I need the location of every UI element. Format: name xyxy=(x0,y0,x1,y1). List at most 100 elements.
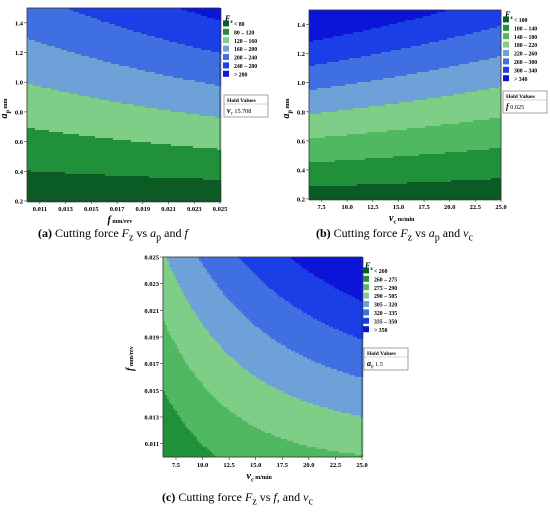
contour-cell xyxy=(165,30,167,32)
contour-cell xyxy=(153,26,155,28)
contour-cell xyxy=(83,24,85,26)
contour-cell xyxy=(161,16,163,18)
contour-cell xyxy=(57,106,59,108)
contour-cell xyxy=(143,70,145,72)
contour-cell xyxy=(141,20,143,22)
contour-cell xyxy=(39,98,41,100)
contour-cell xyxy=(135,100,137,102)
contour-cell xyxy=(47,46,49,48)
contour-cell xyxy=(139,38,141,40)
contour-cell xyxy=(109,26,111,28)
contour-cell xyxy=(61,94,63,96)
contour-cell xyxy=(147,38,149,40)
contour-cell xyxy=(45,102,47,104)
contour-cell xyxy=(53,70,55,72)
contour-cell xyxy=(139,104,141,106)
contour-cell xyxy=(207,92,209,94)
contour-cell xyxy=(151,56,153,58)
contour-cell xyxy=(79,36,81,38)
contour-cell xyxy=(177,46,179,48)
contour-cell xyxy=(179,18,181,20)
contour-cell xyxy=(93,24,95,26)
contour-cell xyxy=(215,80,217,82)
contour-cell xyxy=(149,74,151,76)
contour-cell xyxy=(185,14,187,16)
contour-cell xyxy=(139,70,141,72)
contour-cell xyxy=(35,60,37,62)
contour-cell xyxy=(33,84,35,86)
contour-cell xyxy=(139,64,141,66)
contour-cell xyxy=(193,56,195,58)
contour-cell xyxy=(103,92,105,94)
contour-cell xyxy=(139,30,141,32)
contour-cell xyxy=(65,56,67,58)
contour-cell xyxy=(59,106,61,108)
contour-cell xyxy=(29,64,31,66)
contour-cell xyxy=(151,106,153,108)
contour-cell xyxy=(87,100,89,102)
contour-cell xyxy=(165,42,167,44)
contour-cell xyxy=(143,104,145,106)
contour-cell xyxy=(105,40,107,42)
contour-cell xyxy=(91,42,93,44)
contour-cell xyxy=(47,80,49,82)
contour-cell xyxy=(159,32,161,34)
contour-cell xyxy=(159,24,161,26)
contour-cell xyxy=(41,66,43,68)
contour-cell xyxy=(37,70,39,72)
contour-cell xyxy=(113,40,115,42)
contour-cell xyxy=(127,22,129,24)
contour-cell xyxy=(51,104,53,106)
contour-cell xyxy=(207,38,209,40)
contour-cell xyxy=(125,32,127,34)
contour-cell xyxy=(163,22,165,24)
contour-cell xyxy=(51,100,53,102)
contour-cell xyxy=(213,80,215,82)
contour-cell xyxy=(79,38,81,40)
contour-cell xyxy=(121,10,123,12)
contour-cell xyxy=(169,102,171,104)
contour-cell xyxy=(139,36,141,38)
contour-cell xyxy=(173,108,175,110)
contour-cell xyxy=(41,54,43,56)
contour-cell xyxy=(207,82,209,84)
contour-cell xyxy=(55,92,57,94)
contour-cell xyxy=(29,78,31,80)
contour-cell xyxy=(119,86,121,88)
contour-cell xyxy=(217,76,219,78)
contour-cell xyxy=(143,30,145,32)
contour-cell xyxy=(207,80,209,82)
contour-cell xyxy=(139,28,141,30)
contour-cell xyxy=(63,78,65,80)
contour-cell xyxy=(133,76,135,78)
contour-cell xyxy=(109,48,111,50)
contour-cell xyxy=(161,76,163,78)
contour-cell xyxy=(53,22,55,24)
contour-cell xyxy=(207,26,209,28)
contour-cell xyxy=(199,66,201,68)
contour-cell xyxy=(49,62,51,64)
contour-cell xyxy=(53,50,55,52)
contour-cell xyxy=(29,40,31,42)
contour-cell xyxy=(69,74,71,76)
contour-cell xyxy=(121,14,123,16)
contour-cell xyxy=(153,74,155,76)
contour-cell xyxy=(161,22,163,24)
contour-cell xyxy=(73,50,75,52)
contour-cell xyxy=(135,32,137,34)
contour-cell xyxy=(29,98,31,100)
contour-cell xyxy=(171,38,173,40)
contour-cell xyxy=(169,96,171,98)
contour-cell xyxy=(57,80,59,82)
contour-cell xyxy=(91,58,93,60)
contour-cell xyxy=(29,60,31,62)
contour-cell xyxy=(101,24,103,26)
contour-cell xyxy=(147,16,149,18)
contour-cell xyxy=(65,48,67,50)
contour-cell xyxy=(211,32,213,34)
contour-cell xyxy=(63,82,65,84)
contour-cell xyxy=(115,54,117,56)
contour-cell xyxy=(89,36,91,38)
contour-cell xyxy=(59,102,61,104)
contour-cell xyxy=(39,108,41,110)
